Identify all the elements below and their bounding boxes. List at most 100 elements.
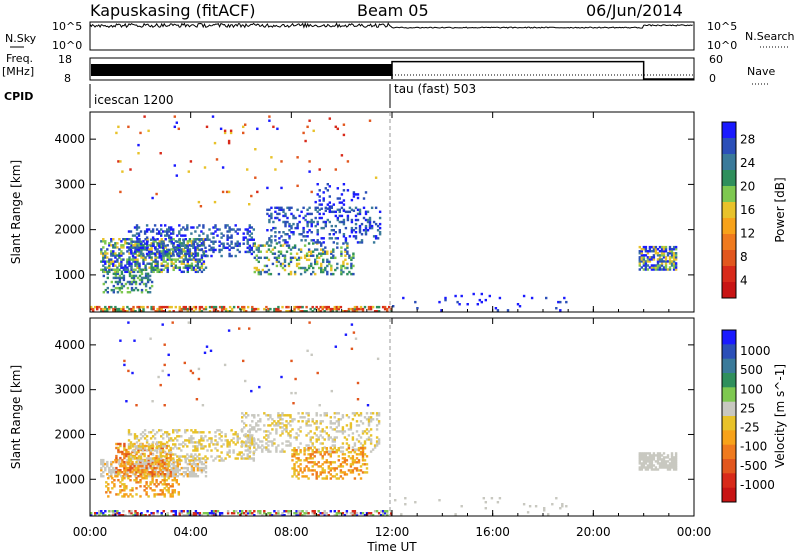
velocity-cell [184, 439, 187, 442]
power-cell [134, 282, 138, 286]
velocity-cell [115, 446, 118, 450]
power-cell [286, 216, 289, 220]
velocity-cell [115, 456, 118, 460]
power-cell [352, 256, 355, 260]
velocity-cell [265, 442, 268, 445]
velocity-cell [365, 438, 369, 441]
power-cell [658, 245, 662, 249]
power-cell [316, 239, 319, 242]
power-cell [166, 230, 169, 233]
velocity-cell [186, 512, 190, 515]
power-cell [292, 216, 295, 220]
power-cell [226, 310, 230, 313]
power-cell [271, 262, 275, 266]
power-cell [668, 250, 672, 253]
power-cell [334, 214, 338, 218]
velocity-cell [339, 469, 343, 472]
power-cell [256, 127, 259, 131]
velocity-cell [247, 438, 250, 441]
velocity-cell [265, 434, 268, 437]
velocity-cell [154, 462, 157, 466]
power-cell [138, 282, 142, 286]
velocity-cell [214, 443, 217, 446]
velocity-cell [339, 465, 343, 468]
power-cell [664, 260, 668, 263]
velocity-cell [341, 471, 345, 474]
power-cell [166, 244, 169, 247]
velocity-cell [245, 514, 248, 517]
power-cell [340, 214, 344, 218]
velocity-cell [210, 437, 213, 440]
velocity-cell [317, 448, 320, 451]
velocity-cell [293, 449, 296, 452]
power-cell [307, 248, 311, 251]
power-cell [187, 170, 191, 173]
velocity-cell [159, 481, 162, 484]
velocity-cell [273, 424, 276, 427]
velocity-cell [289, 434, 292, 437]
power-cell [234, 242, 237, 245]
velocity-cell [148, 460, 151, 464]
power-cell [196, 252, 200, 255]
velocity-cell [206, 439, 209, 442]
power-cell [117, 125, 120, 129]
velocity-cell [293, 473, 296, 476]
velocity-cell [160, 429, 163, 432]
velocity-cell [287, 422, 290, 425]
velocity-cell [208, 512, 212, 515]
power-cell [168, 256, 171, 259]
velocity-cell [299, 463, 302, 466]
power-cell [124, 268, 128, 272]
power-cell [204, 250, 208, 253]
power-cell [182, 270, 186, 274]
velocity-cell [151, 475, 154, 478]
velocity-cell [377, 420, 381, 423]
power-cell [144, 258, 147, 261]
power-cell [196, 246, 199, 250]
velocity-cell [133, 455, 137, 458]
velocity-cell [168, 433, 171, 436]
power-cell [132, 288, 136, 292]
power-cell [146, 276, 150, 280]
power-cell [250, 246, 254, 250]
velocity-cell [285, 440, 288, 443]
velocity-cell [133, 451, 137, 454]
power-cell [212, 248, 215, 252]
power-cell [324, 224, 328, 228]
power-cell [257, 272, 261, 276]
power-cell [318, 189, 321, 192]
velocity-cell [127, 429, 131, 432]
velocity-cell [246, 453, 249, 456]
velocity-cell [333, 447, 337, 450]
power-cell [642, 262, 646, 265]
power-cell [280, 206, 283, 210]
power-cell [320, 242, 323, 245]
power-cell [648, 266, 652, 269]
velocity-cell [137, 466, 140, 470]
power-cell [274, 231, 277, 234]
velocity-cell [349, 424, 353, 427]
colorbar-tick-label: 28 [740, 133, 755, 147]
velocity-cell [325, 447, 329, 450]
power-cell [142, 305, 145, 309]
power-cell [158, 246, 161, 249]
power-cell [672, 252, 676, 255]
velocity-cell [325, 514, 329, 517]
velocity-cell [329, 469, 333, 472]
power-cell [114, 274, 118, 278]
velocity-cell [321, 477, 324, 480]
noise-tick-bottom-left: 10^0 [52, 39, 82, 52]
velocity-cell [335, 430, 339, 433]
power-cell [656, 262, 660, 265]
power-cell [672, 268, 676, 271]
power-cell [224, 226, 227, 229]
velocity-cell [139, 479, 142, 482]
velocity-cell [166, 466, 169, 470]
power-cell [120, 246, 123, 249]
power-cell [316, 206, 319, 210]
velocity-cell [315, 414, 318, 417]
velocity-cell [379, 510, 383, 513]
velocity-cell [184, 443, 187, 446]
power-cell [194, 250, 197, 254]
velocity-cell [561, 505, 564, 508]
